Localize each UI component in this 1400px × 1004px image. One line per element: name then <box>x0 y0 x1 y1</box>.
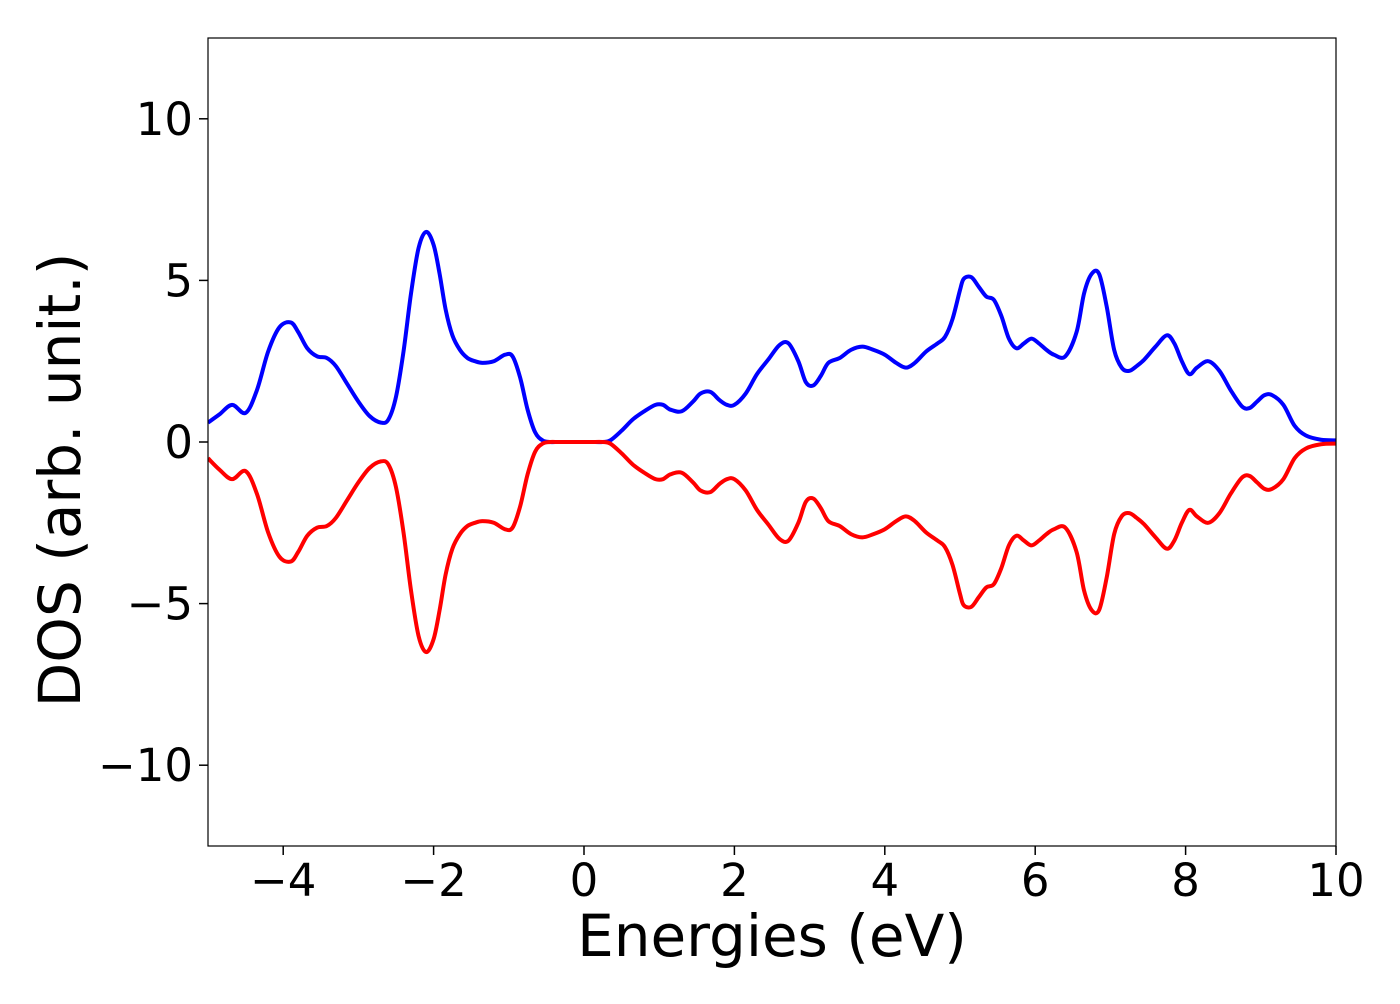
x-tick-label: 4 <box>870 854 899 907</box>
y-tick-label: 5 <box>164 254 193 307</box>
series-layer <box>208 229 1336 655</box>
x-axis-label: Energies (eV) <box>577 902 967 970</box>
x-tick-label: 8 <box>1171 854 1200 907</box>
y-tick-label: 0 <box>164 416 193 469</box>
series-line-1 <box>208 439 1336 655</box>
y-axis-ticks: −10 −5 0 5 10 <box>98 93 208 792</box>
y-tick-label: 10 <box>136 93 193 146</box>
y-tick-label: −10 <box>98 739 193 792</box>
y-tick-label: −5 <box>127 578 193 631</box>
x-tick-label: 2 <box>720 854 749 907</box>
plot-frame <box>207 37 1337 847</box>
x-axis-ticks: −4 −2 0 2 4 6 8 10 <box>250 846 1365 907</box>
x-tick-label: −2 <box>400 854 466 907</box>
y-axis-label: DOS (arb. unit.) <box>26 253 94 708</box>
x-tick-label: −4 <box>250 854 316 907</box>
series-line-0 <box>208 229 1336 445</box>
x-tick-label: 0 <box>570 854 599 907</box>
x-tick-label: 6 <box>1021 854 1050 907</box>
x-tick-label: 10 <box>1307 854 1364 907</box>
